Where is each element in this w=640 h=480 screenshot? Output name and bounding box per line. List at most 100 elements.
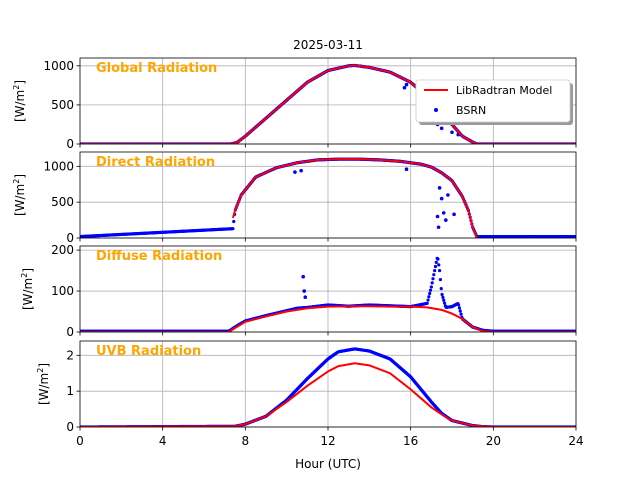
bsrn-point	[433, 268, 437, 273]
bsrn-outlier	[439, 196, 444, 201]
bsrn-point	[427, 295, 431, 299]
model-line	[80, 362, 576, 427]
y-tick-label: 1	[66, 384, 74, 398]
y-tick-label: 0	[66, 231, 74, 245]
figure-title: 2025-03-11	[293, 38, 363, 52]
model-line	[231, 158, 478, 238]
legend-label: LibRadtran Model	[456, 84, 552, 97]
x-tick-label: 4	[159, 434, 167, 448]
bsrn-point	[430, 281, 434, 285]
y-tick-label: 0	[66, 325, 74, 339]
bsrn-point	[433, 264, 438, 269]
legend-box	[415, 79, 571, 123]
y-tick-label: 500	[51, 195, 74, 209]
model-line	[80, 64, 576, 144]
x-axis-label: Hour (UTC)	[295, 457, 361, 471]
bsrn-outlier	[437, 186, 442, 190]
y-tick-label: 0	[66, 137, 74, 151]
y-tick-label: 1000	[43, 159, 74, 173]
panel-title: Diffuse Radiation	[96, 249, 222, 264]
x-tick-label: 20	[486, 434, 501, 448]
bsrn-outlier	[441, 211, 446, 215]
panel-data	[80, 157, 576, 238]
y-tick-label: 1000	[43, 59, 74, 73]
y-axis-label-base: [W/m	[21, 278, 35, 310]
x-tick-label: 8	[242, 434, 250, 448]
bsrn-outlier	[293, 170, 297, 174]
y-tick-label: 100	[51, 284, 74, 298]
bsrn-point	[442, 298, 446, 302]
y-axis-label-sup: 2	[12, 85, 21, 90]
panel-data	[80, 256, 576, 332]
bsrn-point	[441, 295, 445, 299]
bsrn-outlier	[303, 295, 308, 299]
bsrn-outlier	[299, 168, 303, 173]
bsrn-point	[439, 286, 443, 291]
bsrn-point	[429, 285, 433, 289]
y-axis-label: [W/m2]	[20, 268, 35, 310]
panel-data	[80, 347, 576, 427]
bsrn-outlier	[404, 82, 409, 87]
legend-dot-swatch	[434, 108, 438, 112]
bsrn-outlier	[301, 274, 306, 279]
bsrn-point	[232, 219, 236, 224]
panel-1: 0 500 1000 [W/m2] Global Radiation	[12, 57, 577, 151]
panel-3: 0 100 200 [W/m2] Diffuse Radiation	[20, 243, 577, 339]
y-tick-label: 500	[51, 98, 74, 112]
panel-title: Global Radiation	[96, 61, 217, 76]
bsrn-point	[425, 301, 429, 305]
bsrn-outlier	[439, 126, 444, 131]
y-tick-label: 0	[66, 420, 74, 434]
bsrn-point	[426, 298, 430, 302]
x-tick-label: 16	[403, 434, 418, 448]
y-axis-label-end: ]	[13, 80, 27, 85]
x-tick-label: 0	[76, 434, 84, 448]
bsrn-point	[440, 292, 444, 297]
y-axis-label-base: [W/m	[37, 373, 51, 405]
y-tick-label: 2	[66, 348, 74, 362]
panel-title: UVB Radiation	[96, 344, 201, 359]
y-axis-label-base: [W/m	[13, 90, 27, 122]
bsrn-point	[431, 277, 435, 281]
bsrn-point	[432, 273, 436, 277]
panel-title: Direct Radiation	[96, 155, 215, 170]
legend: LibRadtran Model BSRN	[415, 79, 573, 125]
bsrn-outlier	[436, 225, 441, 230]
bsrn-outlier	[444, 218, 448, 222]
bsrn-outlier	[452, 212, 456, 217]
bsrn-point	[438, 268, 442, 273]
x-tick-label: 12	[320, 434, 335, 448]
bsrn-outlier	[404, 167, 409, 171]
y-axis-label-sup: 2	[12, 179, 21, 184]
bsrn-point	[457, 303, 461, 307]
bsrn-point	[231, 227, 235, 231]
bsrn-point	[428, 288, 433, 292]
y-axis-label-end: ]	[13, 174, 27, 179]
y-axis-label-end: ]	[37, 363, 51, 368]
y-axis-label: [W/m2]	[36, 363, 51, 405]
bsrn-point	[437, 263, 441, 267]
legend-label: BSRN	[456, 104, 486, 117]
bsrn-point	[434, 260, 438, 264]
bsrn-outlier	[450, 130, 454, 135]
y-axis-label: [W/m2]	[12, 80, 27, 122]
y-axis-label-end: ]	[21, 268, 35, 273]
bsrn-outlier	[446, 193, 450, 197]
bsrn-outlier	[302, 289, 307, 293]
bsrn-point	[442, 301, 447, 305]
bsrn-point	[428, 291, 432, 296]
x-axis: 0 4 8 12 16 20 24	[76, 434, 583, 448]
panel-4: 012[W/m2]UVB Radiation	[36, 340, 577, 434]
y-axis-label: [W/m2]	[12, 174, 27, 216]
panel-2: 0 500 1000 [W/m2] Direct Radiation	[12, 151, 577, 245]
bsrn-outlier	[435, 214, 440, 219]
bsrn-point	[459, 312, 463, 316]
y-axis-label-base: [W/m	[13, 184, 27, 216]
x-tick-label: 24	[568, 434, 583, 448]
bsrn-outlier	[402, 85, 407, 90]
bsrn-point	[457, 306, 462, 310]
y-axis-label-sup: 2	[36, 368, 45, 373]
bsrn-point	[438, 277, 443, 282]
